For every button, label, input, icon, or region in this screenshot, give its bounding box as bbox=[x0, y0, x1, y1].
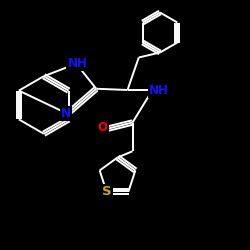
Text: NH: NH bbox=[149, 84, 169, 96]
Text: S: S bbox=[102, 185, 111, 198]
Text: O: O bbox=[98, 121, 108, 134]
Text: N: N bbox=[61, 107, 71, 120]
Text: NH: NH bbox=[68, 57, 87, 70]
